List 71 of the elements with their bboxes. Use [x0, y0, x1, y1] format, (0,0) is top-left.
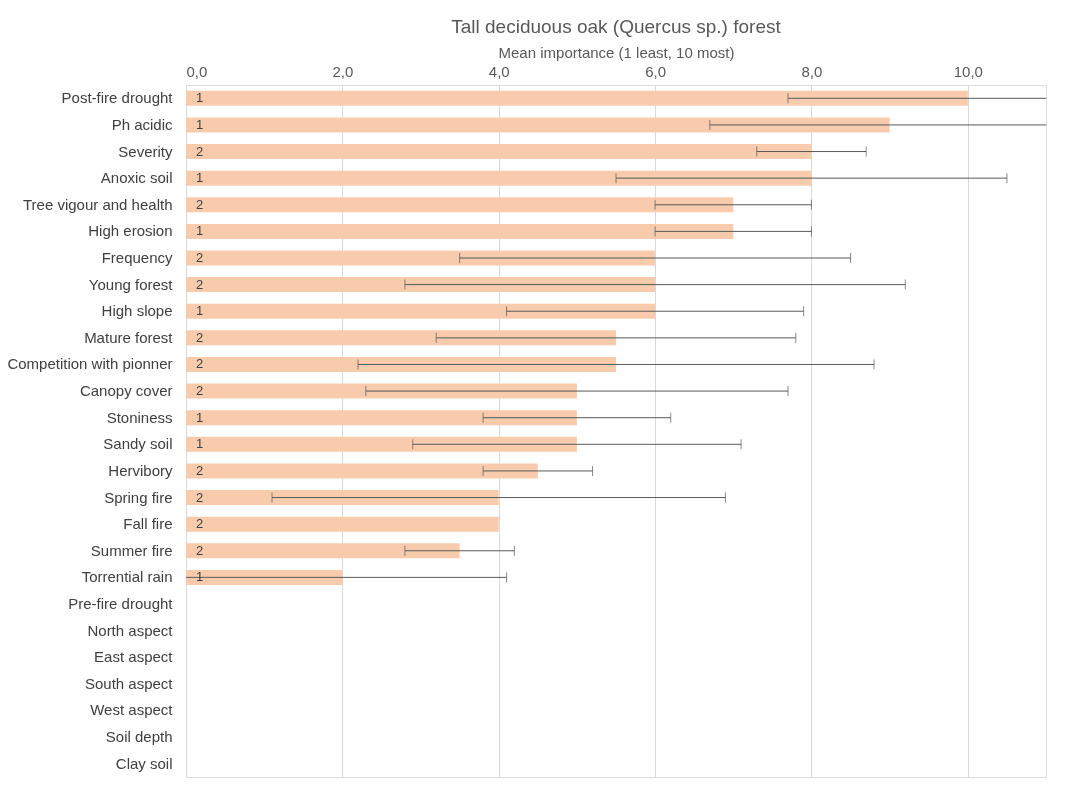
x-tick-label: 4,0 [488, 62, 510, 80]
y-tick-label: Torrential rain [81, 568, 173, 586]
x-tick-label: 8,0 [801, 62, 823, 80]
annotation: 2 [196, 356, 204, 372]
bar [186, 410, 577, 426]
bar [186, 250, 656, 266]
bar [186, 90, 968, 106]
y-tick-label: Spring fire [104, 488, 173, 506]
y-tick-label: Post-fire drought [61, 89, 174, 107]
annotation: 2 [196, 250, 204, 265]
bar [186, 543, 460, 559]
annotation: 2 [196, 276, 204, 292]
chart-title: Tall deciduous oak (Quercus sp.) forest [451, 16, 782, 37]
y-tick-label: Anoxic soil [100, 169, 173, 187]
y-tick-label: South aspect [84, 674, 174, 692]
annotation: 2 [196, 383, 204, 399]
annotation: 2 [196, 196, 204, 212]
bar [186, 277, 656, 293]
bar [186, 170, 812, 186]
annotation: 1 [196, 303, 204, 319]
annotation: 1 [196, 436, 204, 452]
bar [186, 436, 577, 452]
annotation: 2 [196, 489, 204, 505]
annotation: 2 [196, 329, 204, 345]
bar [186, 117, 890, 133]
y-tick-label: Hervibory [108, 461, 173, 479]
bar [186, 144, 812, 160]
y-tick-label: Young forest [88, 275, 174, 293]
x-axis-title: Mean importance (1 least, 10 most) [498, 43, 735, 61]
x-tick-label: 2,0 [332, 62, 354, 80]
annotation: 1 [196, 223, 204, 239]
x-tick-label: 10,0 [953, 62, 983, 80]
annotation: 2 [196, 516, 204, 532]
y-tick-label: Ph acidic [111, 115, 173, 133]
y-tick-label: North aspect [87, 621, 174, 639]
y-tick-label: Severity [118, 142, 173, 160]
annotation: 1 [196, 90, 204, 106]
bar [186, 197, 734, 213]
annotation: 2 [196, 542, 204, 558]
y-tick-label: High slope [101, 302, 173, 320]
bar [186, 303, 656, 319]
bar [186, 490, 499, 506]
bar [186, 516, 499, 532]
x-tick-label: 6,0 [645, 62, 667, 80]
y-tick-label: Summer fire [90, 541, 173, 559]
annotation: 1 [196, 116, 204, 132]
annotation: 2 [196, 143, 204, 159]
y-tick-label: West aspect [90, 701, 174, 719]
y-tick-label: Frequency [101, 249, 173, 266]
y-tick-label: Tree vigour and health [22, 195, 173, 213]
y-tick-label: Canopy cover [79, 382, 173, 400]
y-tick-label: Clay soil [115, 754, 173, 772]
y-tick-label: East aspect [94, 648, 174, 666]
y-tick-label: Competition with pionner [7, 355, 173, 373]
y-tick-label: High erosion [88, 222, 173, 240]
annotation: 1 [196, 409, 204, 425]
y-tick-label: Fall fire [123, 515, 173, 533]
bar [186, 569, 343, 585]
x-tick-label: 0,0 [186, 62, 208, 80]
y-tick-label: Soil depth [105, 728, 173, 746]
bar [186, 330, 616, 346]
annotation: 2 [196, 462, 204, 478]
y-tick-label: Mature forest [84, 328, 174, 346]
y-tick-label: Sandy soil [103, 435, 173, 453]
bar [186, 223, 734, 239]
y-tick-label: Pre-fire drought [68, 595, 174, 612]
bar [186, 356, 616, 372]
bar [186, 383, 577, 399]
annotation: 1 [196, 170, 204, 186]
y-tick-label: Stoniness [106, 408, 173, 426]
bar [186, 463, 538, 479]
